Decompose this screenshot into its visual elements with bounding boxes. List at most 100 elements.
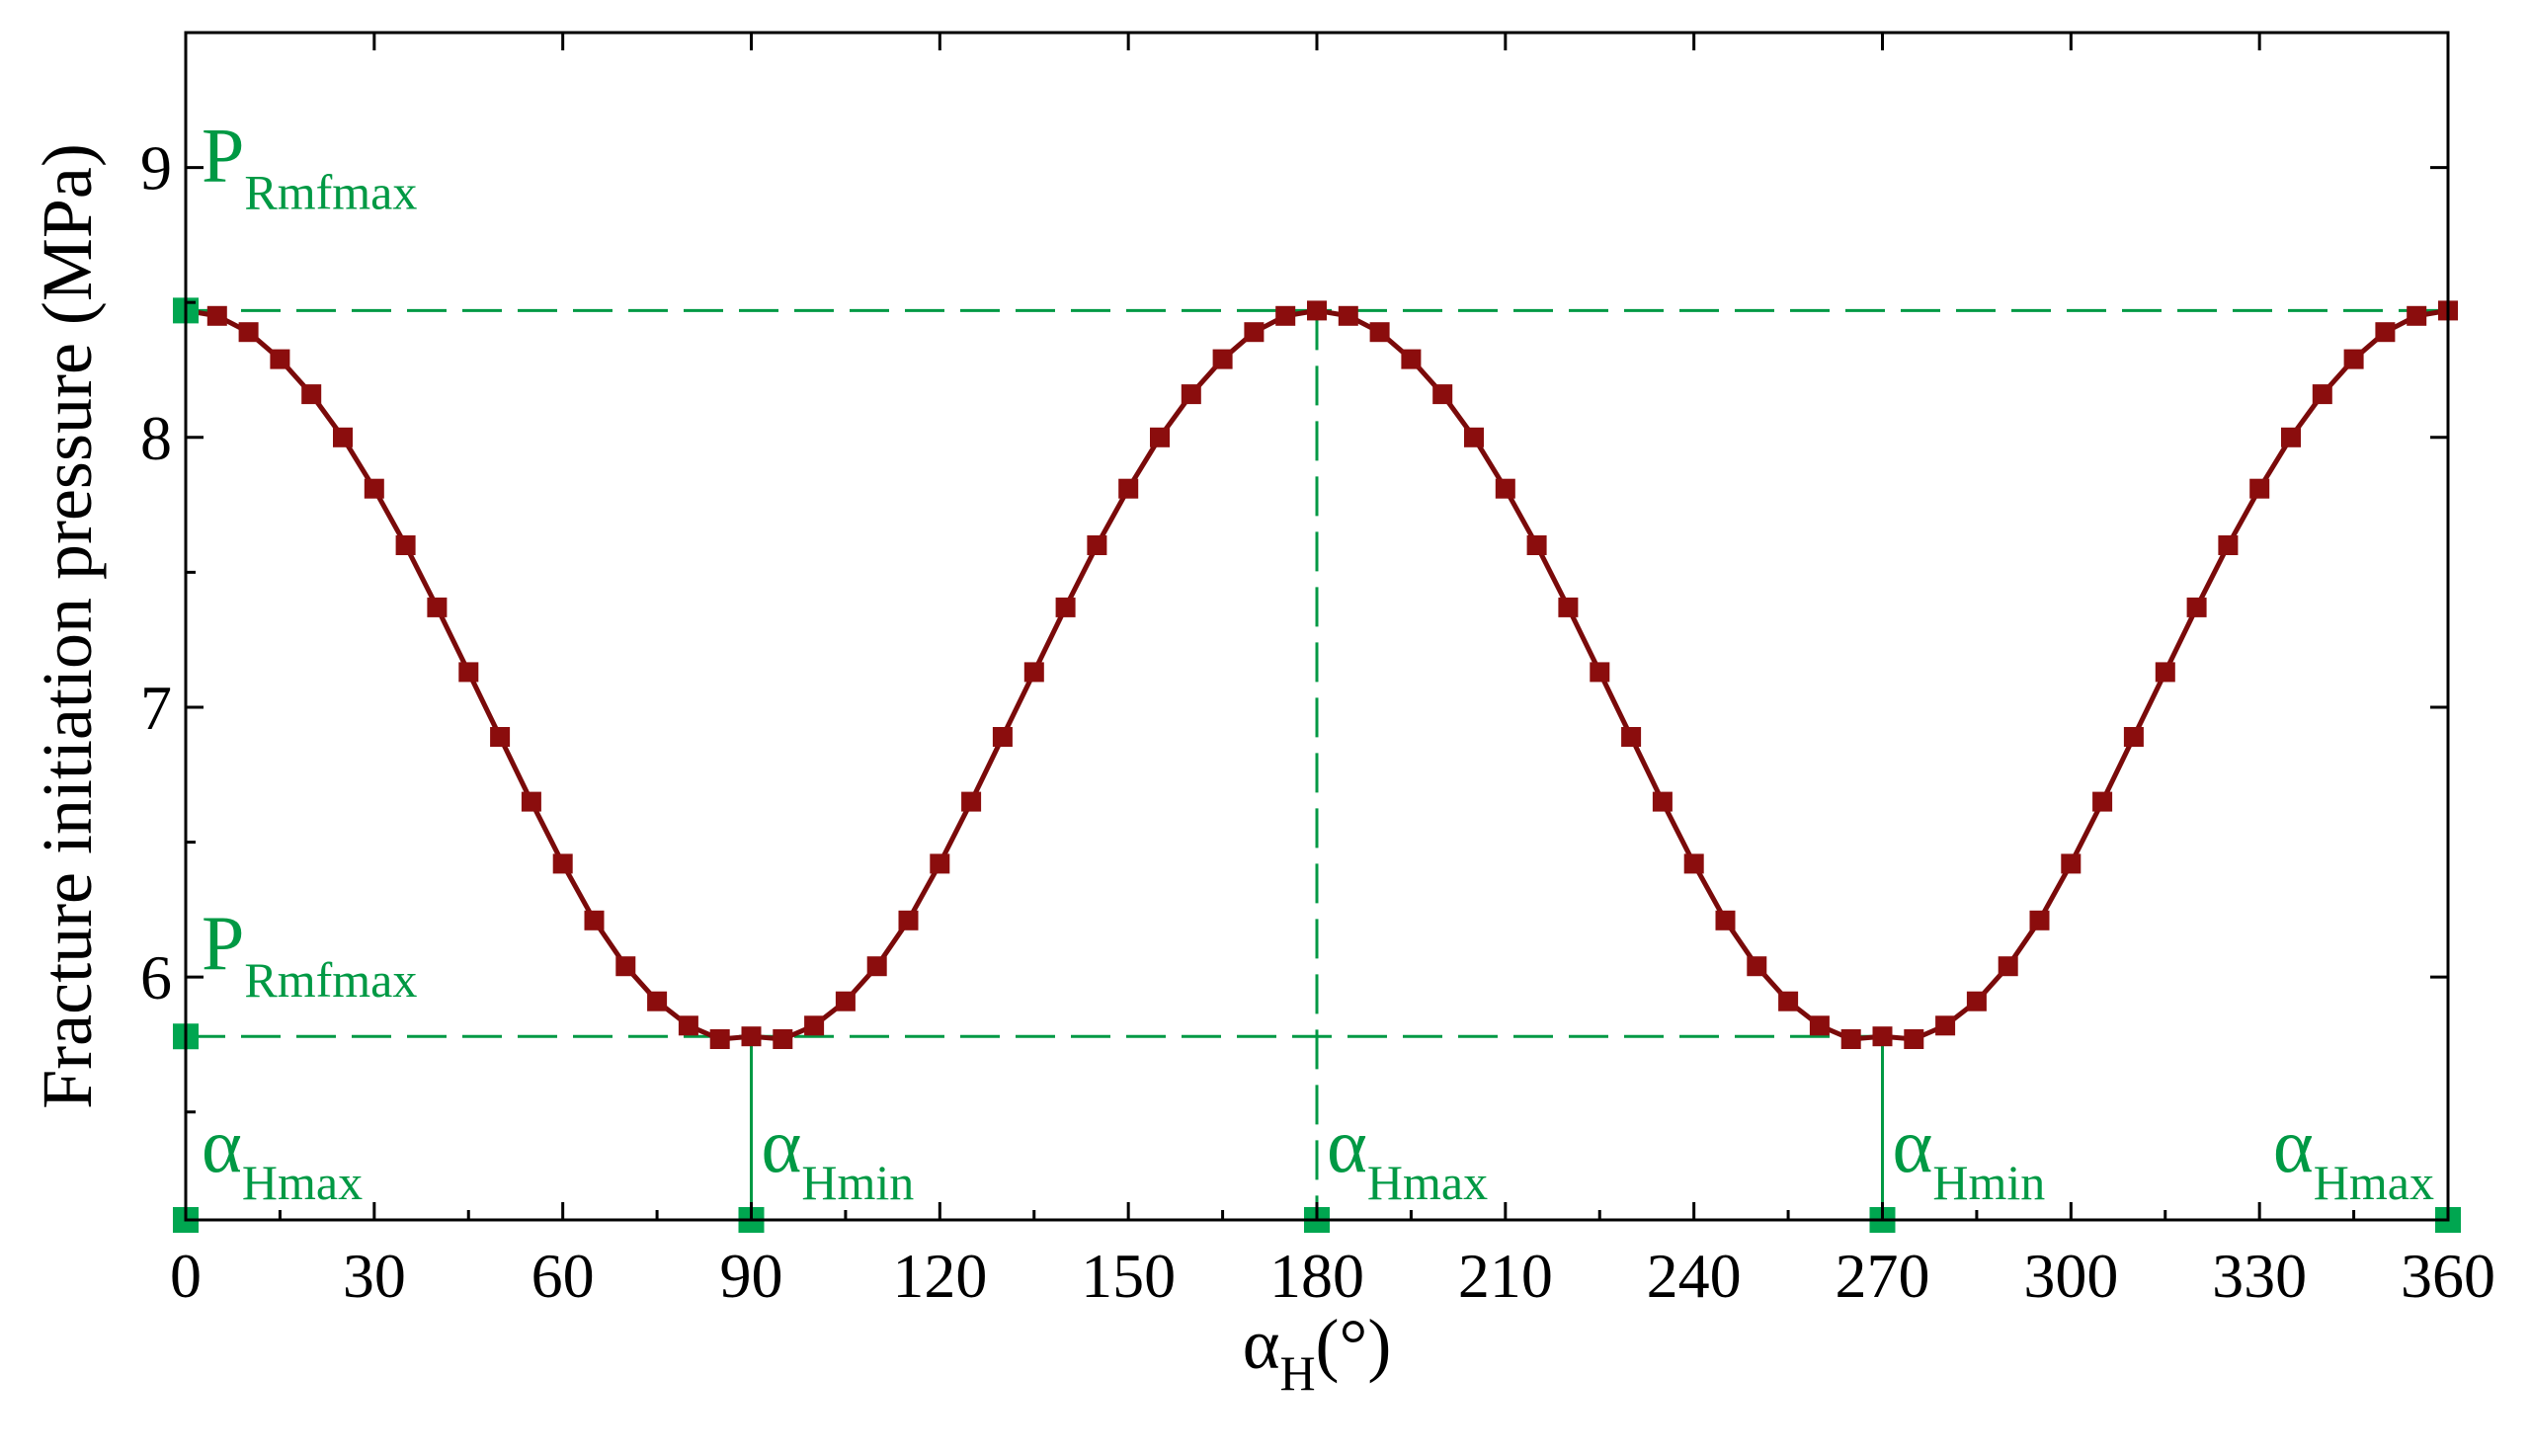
data-point [458, 662, 479, 683]
x-tick-label: 60 [531, 1241, 595, 1311]
data-point [1307, 300, 1327, 321]
data-point [647, 991, 668, 1011]
data-point [1369, 322, 1390, 343]
data-point [1778, 991, 1799, 1011]
data-point [992, 727, 1013, 747]
data-point [2249, 478, 2270, 499]
data-point [835, 991, 856, 1011]
data-point [395, 535, 416, 555]
data-point [1904, 1029, 1924, 1049]
data-point [709, 1029, 730, 1049]
data-point [1087, 535, 1107, 555]
x-tick-label: 210 [1458, 1241, 1553, 1311]
data-point [2029, 910, 2050, 930]
data-point [521, 791, 541, 812]
data-point [1683, 853, 1704, 874]
data-point [1526, 535, 1547, 555]
x-tick-label: 180 [1269, 1241, 1364, 1311]
data-point [1338, 305, 1358, 326]
data-point [2281, 427, 2301, 447]
x-tick-label: 330 [2212, 1241, 2307, 1311]
x-axis-ticks: 0 30 60 90 120 150 180 210 240 270 300 330 360 [170, 33, 2495, 1311]
x-tick-label: 240 [1647, 1241, 1742, 1311]
data-point [961, 791, 982, 812]
x-tick-label: 0 [170, 1241, 202, 1311]
annotation-label: PRmfmax [202, 112, 417, 219]
data-point [898, 910, 919, 930]
data-point [1181, 384, 1201, 405]
data-point [2092, 791, 2113, 812]
data-point [1023, 662, 1044, 683]
data-point [2407, 305, 2427, 326]
data-point [1401, 349, 1422, 369]
data-point [584, 910, 605, 930]
data-point [427, 597, 448, 617]
x-tick-label: 300 [2023, 1241, 2118, 1311]
x-tick-label: 270 [1836, 1241, 1930, 1311]
data-point [2186, 597, 2207, 617]
annotation-main: α [762, 1102, 802, 1188]
data-point [1809, 1015, 1830, 1036]
data-series [176, 300, 2458, 1049]
data-point [1464, 427, 1484, 447]
data-point [238, 322, 259, 343]
data-point [270, 349, 290, 369]
data-point [678, 1015, 698, 1036]
x-axis-title: αH(°) [1243, 1305, 1392, 1401]
annotation-sub: Rmfmax [244, 952, 417, 1008]
x-axis-title-main: α [1243, 1305, 1280, 1384]
data-point [490, 727, 511, 747]
data-point [1621, 727, 1642, 747]
data-point [2155, 662, 2175, 683]
y-tick-label: 6 [140, 942, 172, 1012]
annotation-main: α [2273, 1102, 2314, 1188]
x-tick-label: 120 [892, 1241, 987, 1311]
annotation-main: P [202, 112, 244, 198]
data-point [1055, 597, 1076, 617]
x-tick-label: 30 [343, 1241, 406, 1311]
y-tick-label: 8 [140, 403, 172, 473]
data-point [615, 956, 636, 977]
x-tick-label: 360 [2401, 1241, 2495, 1311]
data-point [1872, 1026, 1893, 1047]
annotation-sub: Hmax [242, 1155, 363, 1210]
data-point [741, 1026, 762, 1047]
data-point [1244, 322, 1265, 343]
data-point [1558, 597, 1579, 617]
annotation-main: α [202, 1102, 242, 1188]
annotation-sub: Hmax [2314, 1155, 2434, 1210]
data-point [773, 1029, 793, 1049]
data-point [552, 853, 573, 874]
y-tick-label: 9 [140, 133, 172, 203]
data-point [1275, 305, 1296, 326]
data-point [866, 956, 887, 977]
data-point [1118, 478, 1139, 499]
annotation-label: αHmax [1327, 1102, 1488, 1210]
data-point [1715, 910, 1736, 930]
annotation-sub: Hmin [1932, 1155, 2045, 1210]
x-tick-label: 150 [1081, 1241, 1176, 1311]
data-point [2343, 349, 2364, 369]
annotation-sub: Hmax [1367, 1155, 1488, 1210]
data-point [930, 853, 950, 874]
data-point [333, 427, 353, 447]
y-axis-ticks: 6 7 8 9 [140, 133, 2448, 1114]
annotation-sub: Hmin [801, 1155, 914, 1210]
data-point [2061, 853, 2082, 874]
data-point [2123, 727, 2144, 747]
data-point [2312, 384, 2332, 405]
data-point [2375, 322, 2396, 343]
reference-guides [186, 308, 2448, 1220]
data-point [301, 384, 322, 405]
annotation-main: P [202, 900, 244, 986]
data-point [1150, 427, 1170, 447]
annotation-label: αHmin [1893, 1102, 2046, 1210]
data-point [1590, 662, 1610, 683]
data-point [1212, 349, 1233, 369]
data-point [1652, 791, 1673, 812]
data-point [1935, 1015, 1956, 1036]
y-tick-label: 7 [140, 673, 172, 743]
annotation-sub: Rmfmax [244, 164, 417, 219]
